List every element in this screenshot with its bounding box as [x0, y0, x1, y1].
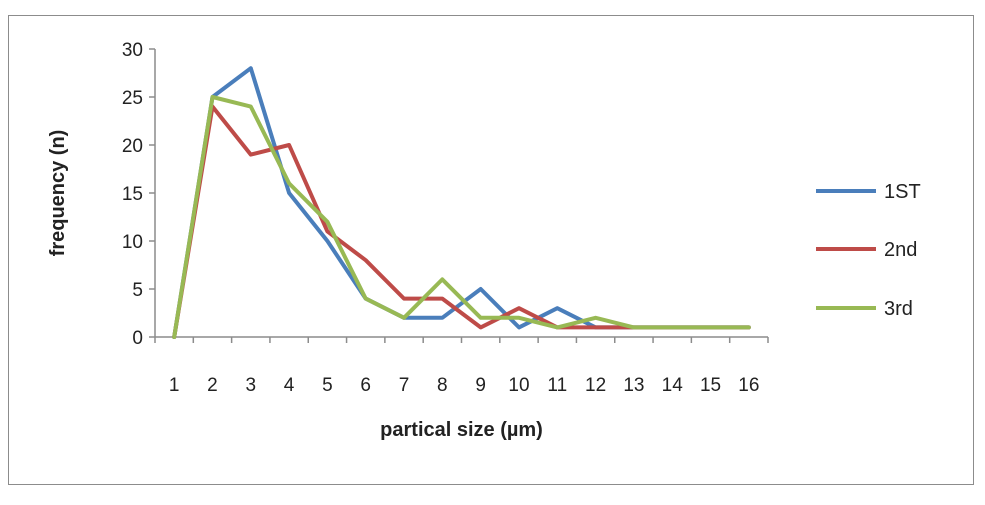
y-tick-label: 15 [122, 184, 143, 205]
x-axis-title: partical size (µm) [380, 419, 543, 441]
x-tick-label: 8 [437, 375, 448, 396]
x-tick-label: 14 [662, 375, 684, 396]
legend-label-2nd: 2nd [884, 239, 917, 261]
series-layer [172, 66, 751, 339]
x-tick-label: 6 [360, 375, 371, 396]
legend-label-3rd: 3rd [884, 298, 913, 320]
chart-frame [8, 15, 974, 485]
x-tick-label: 3 [245, 375, 256, 396]
y-tick-label: 5 [132, 280, 143, 301]
y-tick-label: 25 [122, 88, 143, 109]
x-tick-label: 10 [508, 375, 529, 396]
legend: 1ST 2nd 3rd [816, 181, 921, 320]
x-tick-label: 16 [738, 375, 759, 396]
x-tick-label: 11 [547, 375, 567, 396]
y-tick-label: 20 [122, 136, 143, 157]
y-tick-label: 0 [132, 328, 143, 349]
x-tick-label: 13 [623, 375, 644, 396]
x-tick-label: 9 [475, 375, 486, 396]
series-line-3rd [172, 95, 751, 339]
x-tick-label: 1 [169, 375, 180, 396]
x-tick-label: 2 [207, 375, 218, 396]
y-tick-label: 30 [122, 40, 143, 61]
y-axis-title: frequency (n) [47, 130, 69, 257]
x-tick-label: 12 [585, 375, 606, 396]
y-tick-label: 10 [122, 232, 143, 253]
x-tick-label: 7 [399, 375, 410, 396]
x-tick-label: 4 [284, 375, 295, 396]
x-tick-label: 15 [700, 375, 721, 396]
legend-label-1ST: 1ST [884, 181, 921, 203]
x-tick-label: 5 [322, 375, 333, 396]
